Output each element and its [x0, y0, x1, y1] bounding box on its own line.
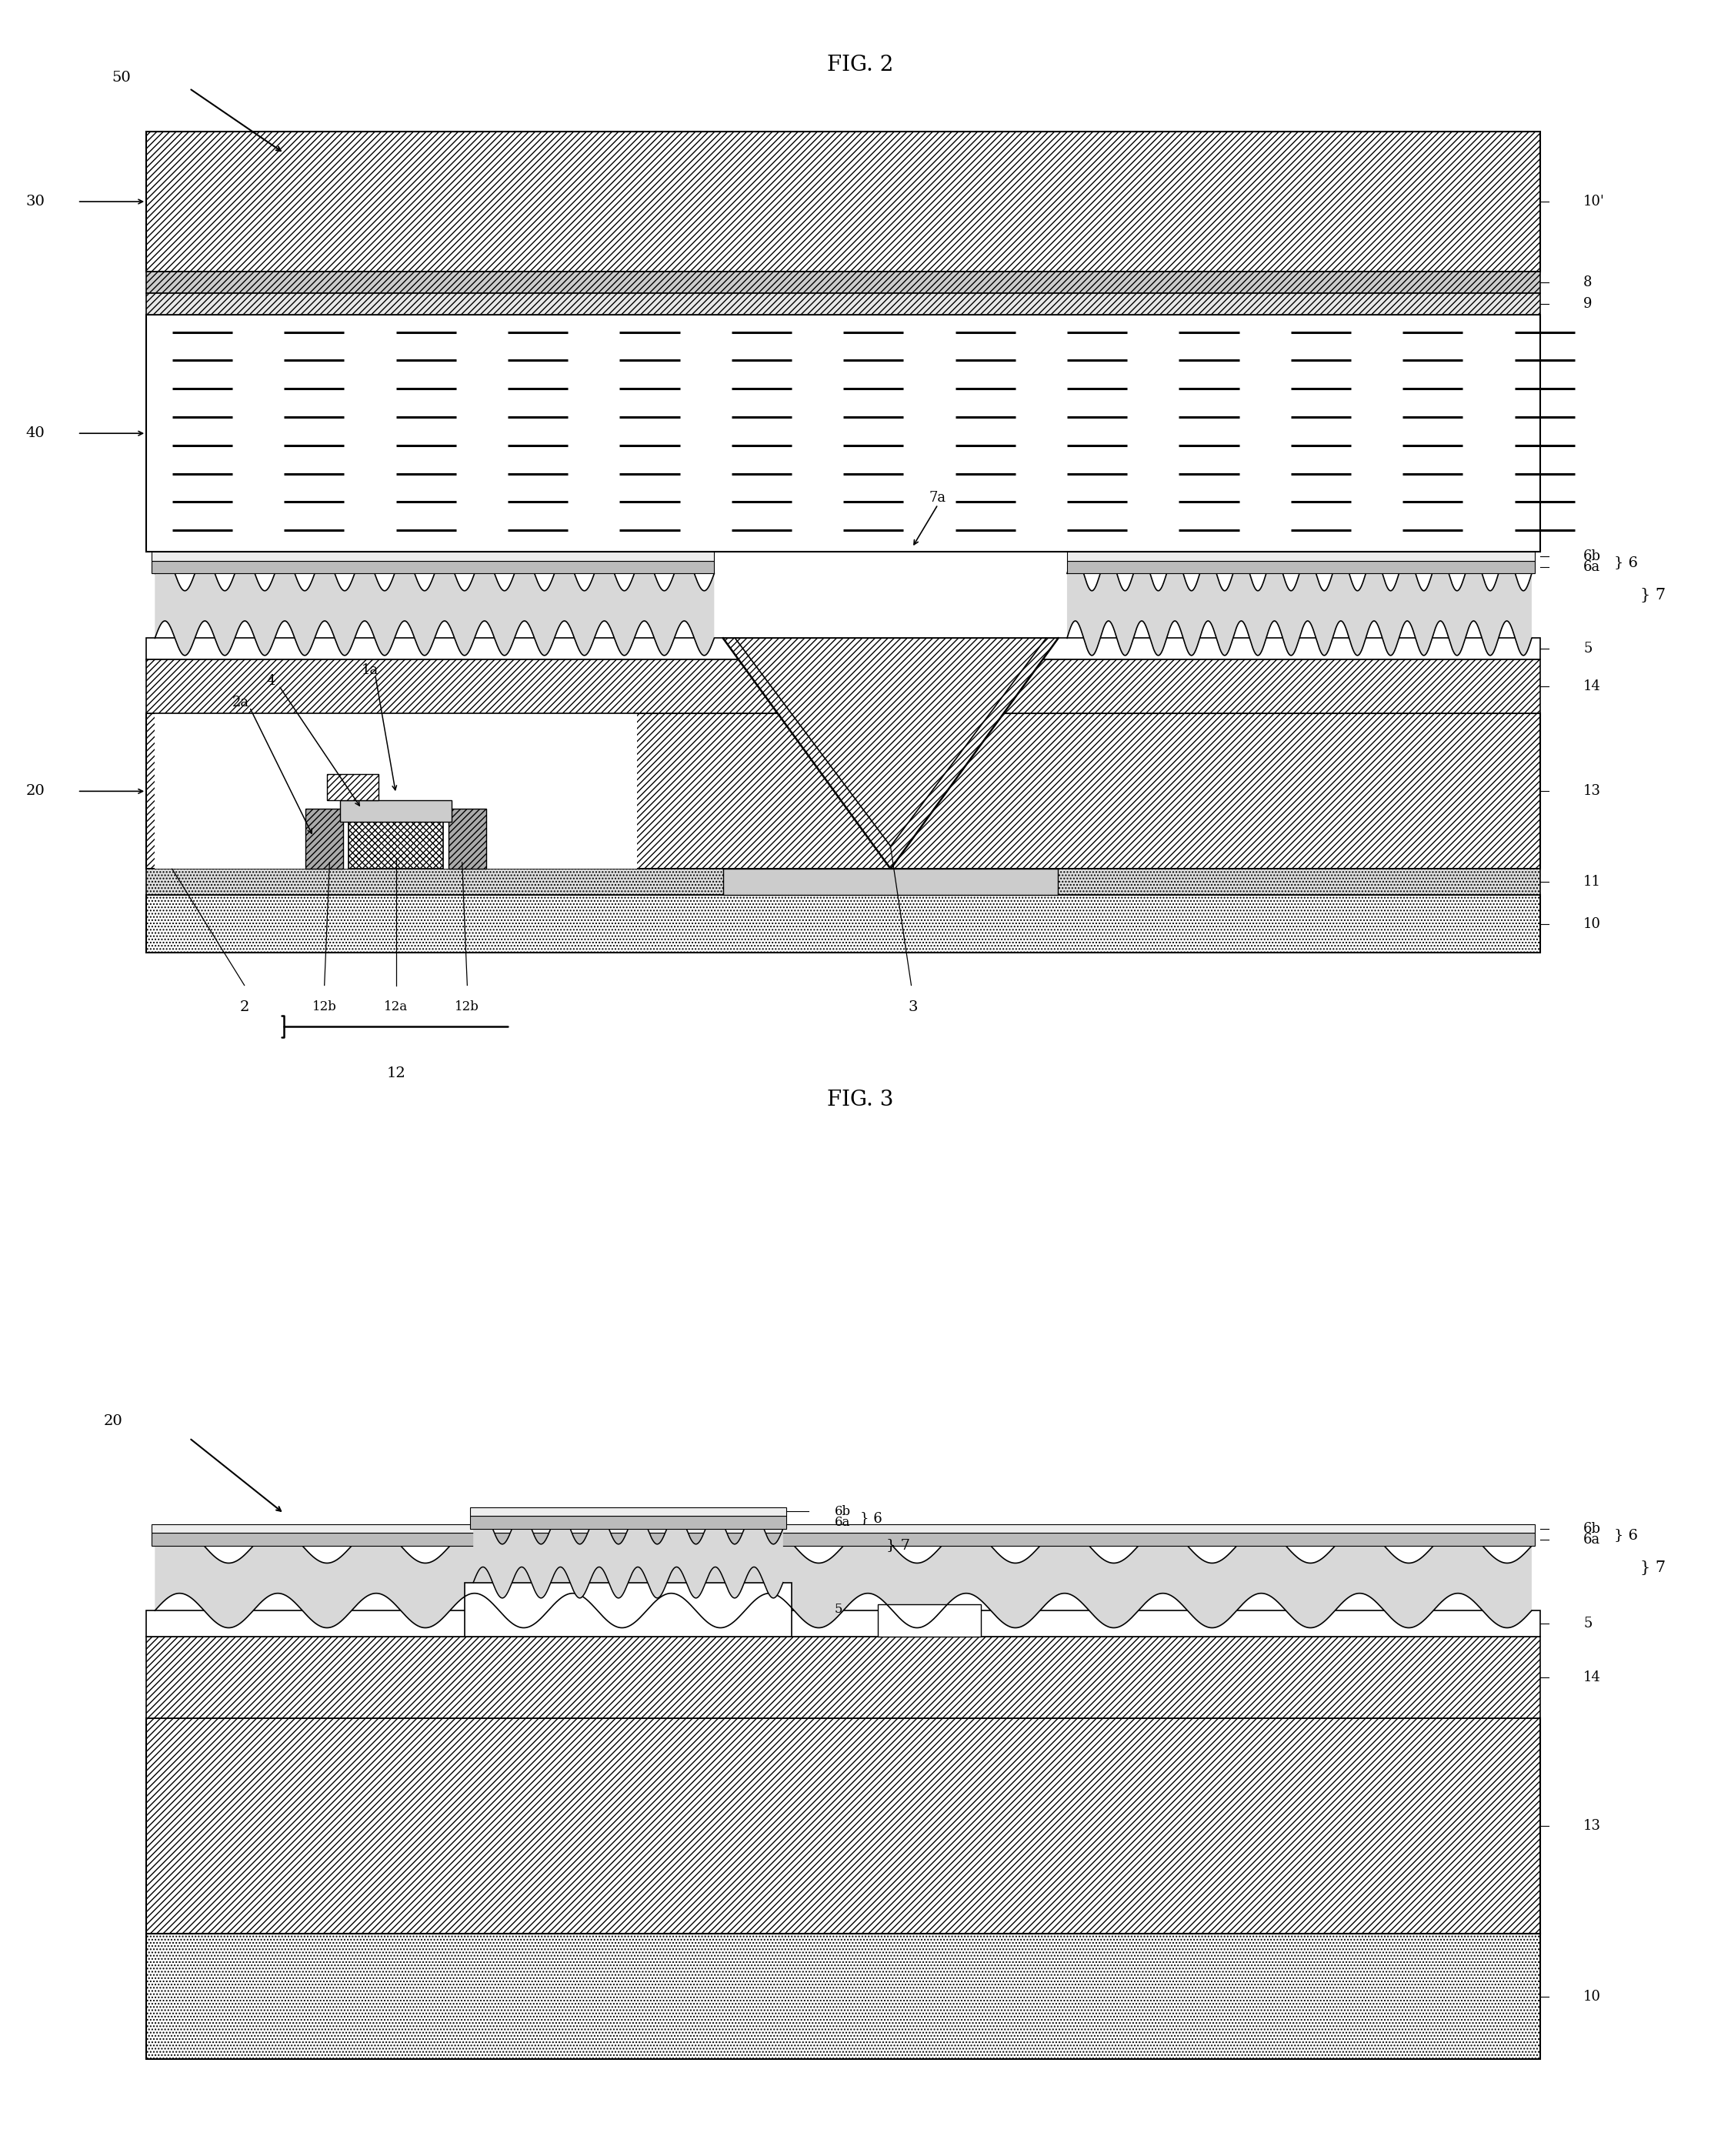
Bar	[470, 1507, 786, 1516]
Bar	[146, 895, 1540, 953]
Text: } 7: } 7	[1640, 1561, 1666, 1574]
Text: 2: 2	[239, 1000, 250, 1013]
Text: FIG. 2: FIG. 2	[828, 54, 893, 75]
Text: 5: 5	[1583, 1617, 1592, 1630]
Bar	[146, 1611, 1540, 1636]
Text: 4: 4	[267, 675, 275, 688]
Text: 3: 3	[909, 1000, 917, 1013]
Text: 9: 9	[1583, 298, 1592, 310]
Text: 2a: 2a	[232, 696, 250, 709]
Text: 10: 10	[1583, 916, 1601, 931]
Bar	[146, 869, 1540, 895]
Text: 13: 13	[1583, 1820, 1601, 1833]
Bar	[306, 808, 344, 869]
Text: 11: 11	[1583, 875, 1601, 888]
Bar	[146, 293, 1540, 315]
Bar	[878, 1604, 981, 1636]
Text: 10: 10	[1583, 1990, 1601, 2003]
Text: 6b: 6b	[835, 1505, 850, 1518]
Text: 6a: 6a	[835, 1516, 850, 1529]
Bar	[151, 561, 714, 573]
Bar	[447, 808, 487, 869]
Bar	[146, 315, 1540, 552]
Text: } 7: } 7	[1640, 589, 1666, 602]
Text: } 7: } 7	[886, 1537, 910, 1552]
Text: 8: 8	[1583, 276, 1592, 289]
Bar	[146, 1636, 1540, 1718]
Text: 1a: 1a	[361, 664, 379, 677]
Bar	[151, 1533, 1535, 1546]
Bar	[146, 1934, 1540, 2059]
Text: } 6: } 6	[860, 1511, 883, 1524]
Text: 12b: 12b	[312, 1000, 337, 1013]
Text: 30: 30	[26, 194, 45, 209]
Text: FIG. 3: FIG. 3	[828, 1089, 893, 1110]
Text: 6b: 6b	[1583, 1522, 1601, 1535]
Text: } 6: } 6	[1614, 1529, 1638, 1542]
Bar	[1067, 552, 1535, 561]
Bar	[146, 638, 1540, 660]
Polygon shape	[723, 638, 1058, 869]
Text: 12a: 12a	[384, 1000, 408, 1013]
Bar	[146, 660, 1540, 714]
Text: 6a: 6a	[1583, 561, 1601, 573]
Text: 40: 40	[26, 427, 45, 440]
Text: 14: 14	[1583, 1671, 1601, 1684]
Bar	[146, 272, 1540, 293]
Text: 6a: 6a	[1583, 1533, 1601, 1546]
Text: 5: 5	[835, 1602, 843, 1617]
Text: 7a: 7a	[929, 492, 947, 505]
Bar	[1067, 561, 1535, 573]
Bar	[341, 800, 451, 821]
Text: 10': 10'	[1583, 194, 1604, 209]
Text: } 6: } 6	[1614, 556, 1638, 569]
Bar	[470, 1516, 786, 1529]
Text: 6b: 6b	[1583, 550, 1601, 563]
Text: 20: 20	[103, 1414, 122, 1427]
Text: 14: 14	[1583, 679, 1601, 694]
Text: 5: 5	[1583, 642, 1592, 655]
Bar	[155, 714, 637, 869]
Bar	[151, 552, 714, 561]
Text: 50: 50	[112, 71, 131, 84]
Text: 13: 13	[1583, 785, 1601, 798]
Text: 20: 20	[26, 785, 45, 798]
Bar	[348, 821, 444, 869]
Bar	[327, 774, 379, 800]
Bar	[723, 869, 1058, 895]
Text: 12: 12	[386, 1067, 406, 1080]
Bar	[465, 1583, 792, 1636]
Bar	[151, 1524, 1535, 1533]
Bar	[146, 1718, 1540, 1934]
Bar	[146, 714, 1540, 869]
Text: 12b: 12b	[454, 1000, 480, 1013]
Bar	[146, 132, 1540, 272]
